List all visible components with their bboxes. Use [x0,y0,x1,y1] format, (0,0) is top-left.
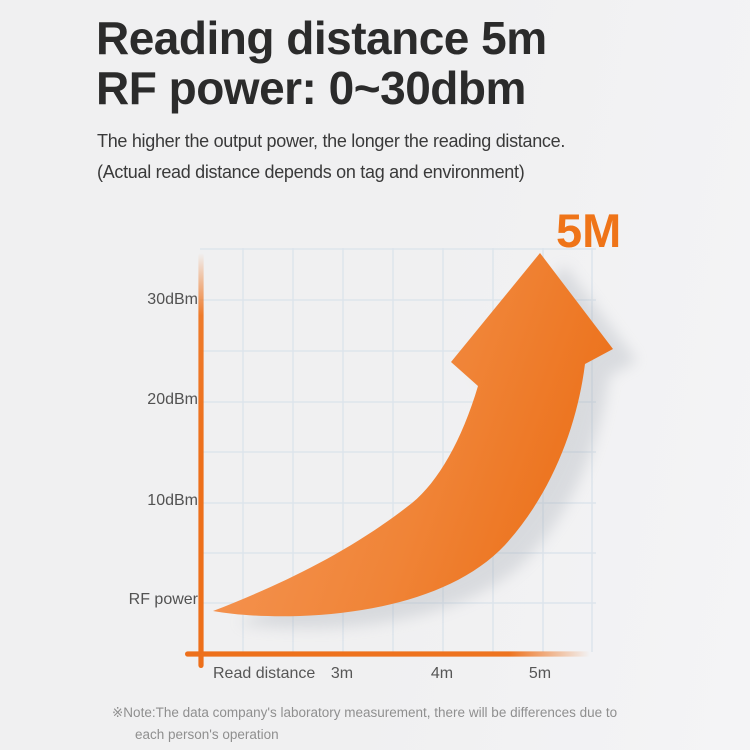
subtitle-line1: The higher the output power, the longer … [97,131,566,151]
xtick-4m: 4m [430,665,454,682]
footnote-line2: each person's operation [135,727,279,742]
ytick-rf-power: RF power [128,591,198,608]
x-axis [185,651,590,657]
xtick-read-distance: Read distance [213,665,316,682]
trend-arrow [213,253,613,617]
annotation-5m: 5M [556,204,622,257]
ytick-30dbm: 30dBm [147,291,198,308]
xtick-3m: 3m [330,665,354,682]
xtick-5m: 5m [528,665,552,682]
ytick-20dbm: 20dBm [147,391,198,408]
footnote-line1: ※Note:The data company's laboratory meas… [112,705,618,720]
subtitle: The higher the output power, the longer … [97,126,565,188]
y-axis [198,253,204,668]
page-title-line2: RF power: 0~30dbm [96,62,526,114]
page-title: Reading distance 5m RF power: 0~30dbm [96,13,547,113]
ytick-10dbm: 10dBm [147,492,198,509]
page-title-line1: Reading distance 5m [96,12,547,64]
footnote: ※Note:The data company's laboratory meas… [112,702,617,746]
subtitle-line2: (Actual read distance depends on tag and… [97,162,525,182]
